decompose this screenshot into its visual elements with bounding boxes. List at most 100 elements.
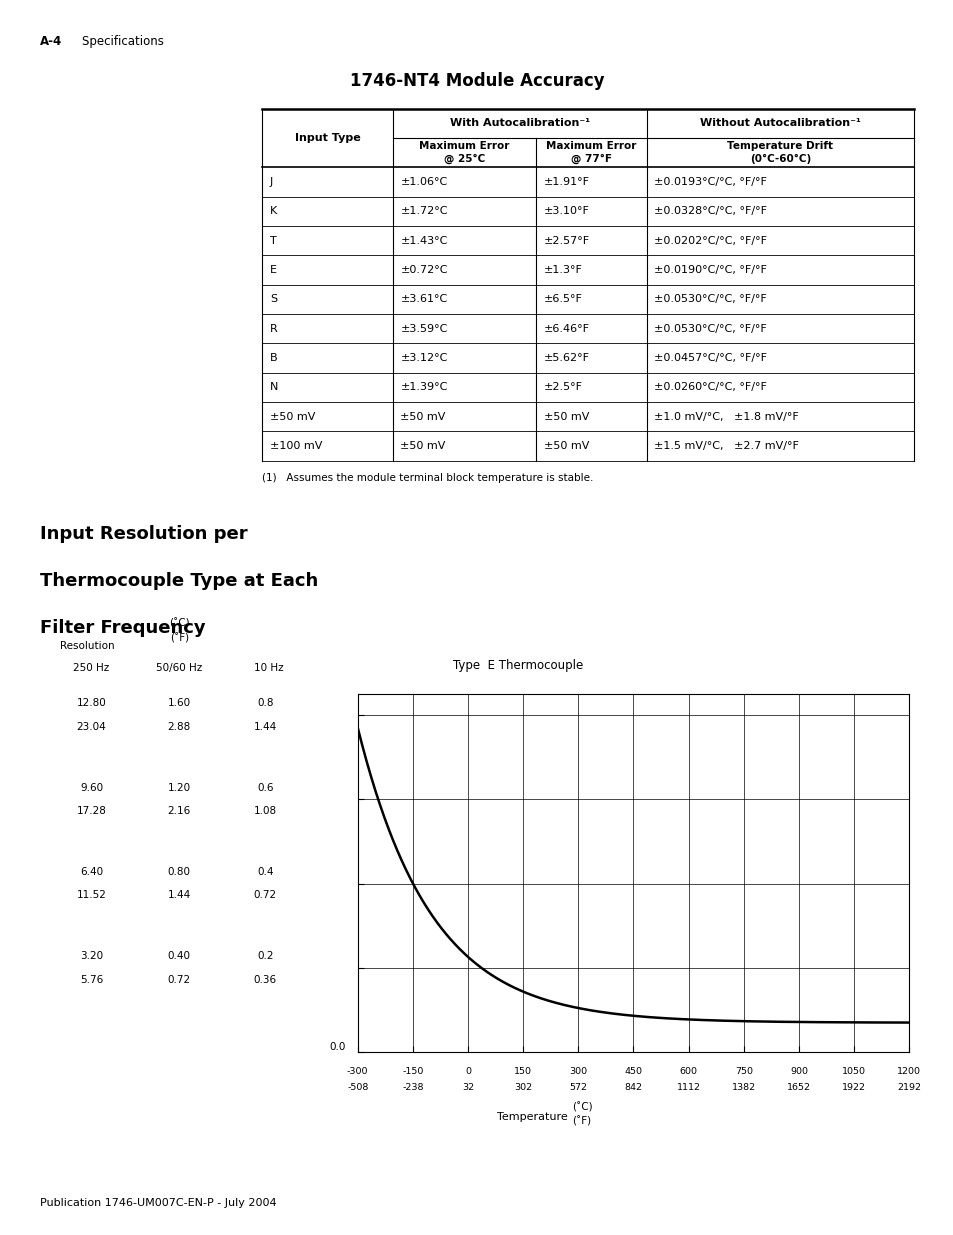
Text: Without Autocalibration⁻¹: Without Autocalibration⁻¹ (700, 119, 860, 128)
Text: 900: 900 (789, 1067, 807, 1076)
Text: ±0.0530°C/°C, °F/°F: ±0.0530°C/°C, °F/°F (654, 294, 766, 304)
Text: ±0.72°C: ±0.72°C (400, 266, 447, 275)
Text: 1652: 1652 (786, 1083, 810, 1092)
Text: Temperature Drift
(0°C-60°C): Temperature Drift (0°C-60°C) (726, 142, 833, 164)
Text: 17.28: 17.28 (76, 806, 107, 816)
Text: 5.76: 5.76 (80, 974, 103, 984)
Text: 10 Hz: 10 Hz (253, 663, 283, 673)
Text: -238: -238 (402, 1083, 423, 1092)
Text: -508: -508 (347, 1083, 368, 1092)
Text: 1050: 1050 (841, 1067, 865, 1076)
Text: 1.44: 1.44 (168, 890, 191, 900)
Text: 2192: 2192 (896, 1083, 921, 1092)
Text: ±0.0193°C/°C, °F/°F: ±0.0193°C/°C, °F/°F (654, 177, 766, 186)
Text: ±100 mV: ±100 mV (270, 441, 322, 451)
Text: ±50 mV: ±50 mV (400, 411, 445, 421)
Text: Maximum Error
@ 25°C: Maximum Error @ 25°C (418, 141, 509, 164)
Text: ±2.57°F: ±2.57°F (543, 236, 589, 246)
Text: ±1.5 mV/°C,   ±2.7 mV/°F: ±1.5 mV/°C, ±2.7 mV/°F (654, 441, 799, 451)
Text: Filter Frequency: Filter Frequency (40, 619, 206, 637)
Text: 842: 842 (624, 1083, 641, 1092)
Text: ±50 mV: ±50 mV (543, 441, 588, 451)
Text: ±1.06°C: ±1.06°C (400, 177, 447, 186)
Text: ±1.72°C: ±1.72°C (400, 206, 447, 216)
Text: -150: -150 (402, 1067, 423, 1076)
Text: 0.72: 0.72 (168, 974, 191, 984)
Text: 1.08: 1.08 (253, 806, 276, 816)
Text: 1.20: 1.20 (168, 783, 191, 793)
Text: 0.0: 0.0 (329, 1042, 345, 1052)
Text: E: E (270, 266, 276, 275)
Text: (˚C): (˚C) (572, 1102, 592, 1112)
Text: T: T (270, 236, 276, 246)
Text: 300: 300 (569, 1067, 587, 1076)
Text: 0: 0 (464, 1067, 471, 1076)
Text: Publication 1746-UM007C-EN-P - July 2004: Publication 1746-UM007C-EN-P - July 2004 (40, 1198, 276, 1208)
Text: ±3.61°C: ±3.61°C (400, 294, 447, 304)
Text: ±0.0260°C/°C, °F/°F: ±0.0260°C/°C, °F/°F (654, 383, 766, 393)
Text: J: J (270, 177, 273, 186)
Text: 9.60: 9.60 (80, 783, 103, 793)
Text: ±50 mV: ±50 mV (270, 411, 315, 421)
Text: Type  E Thermocouple: Type E Thermocouple (453, 658, 583, 672)
Text: 1.60: 1.60 (168, 698, 191, 709)
Text: ±0.0328°C/°C, °F/°F: ±0.0328°C/°C, °F/°F (654, 206, 766, 216)
Text: 600: 600 (679, 1067, 697, 1076)
Text: N: N (270, 383, 278, 393)
Text: ±1.0 mV/°C,   ±1.8 mV/°F: ±1.0 mV/°C, ±1.8 mV/°F (654, 411, 799, 421)
Text: B: B (270, 353, 277, 363)
Text: ±2.5°F: ±2.5°F (543, 383, 582, 393)
Text: 1200: 1200 (896, 1067, 921, 1076)
Text: ±6.46°F: ±6.46°F (543, 324, 589, 333)
Text: ±1.39°C: ±1.39°C (400, 383, 447, 393)
Text: Resolution: Resolution (60, 641, 114, 651)
Text: 2.16: 2.16 (168, 806, 191, 816)
Text: 12.80: 12.80 (76, 698, 107, 709)
Text: 50/60 Hz: 50/60 Hz (155, 663, 201, 673)
Text: 0.2: 0.2 (256, 951, 274, 961)
Text: ±0.0530°C/°C, °F/°F: ±0.0530°C/°C, °F/°F (654, 324, 766, 333)
Text: ±3.12°C: ±3.12°C (400, 353, 447, 363)
Text: 0.6: 0.6 (256, 783, 274, 793)
Text: -300: -300 (347, 1067, 368, 1076)
Text: ±1.91°F: ±1.91°F (543, 177, 589, 186)
Text: 0.8: 0.8 (256, 698, 274, 709)
Text: 2.88: 2.88 (168, 722, 191, 732)
Text: Thermocouple Type at Each: Thermocouple Type at Each (40, 572, 318, 590)
Text: (˚C): (˚C) (169, 619, 190, 629)
Text: (1)   Assumes the module terminal block temperature is stable.: (1) Assumes the module terminal block te… (262, 473, 593, 483)
Text: 750: 750 (734, 1067, 752, 1076)
Text: 0.40: 0.40 (168, 951, 191, 961)
Text: 1922: 1922 (841, 1083, 865, 1092)
Text: 250 Hz: 250 Hz (72, 663, 109, 673)
Text: ±3.59°C: ±3.59°C (400, 324, 447, 333)
Text: Input Resolution per: Input Resolution per (40, 525, 248, 543)
Text: ±1.3°F: ±1.3°F (543, 266, 582, 275)
Text: 0.36: 0.36 (253, 974, 276, 984)
Text: Input Type: Input Type (294, 133, 360, 143)
Text: 450: 450 (624, 1067, 641, 1076)
Text: 6.40: 6.40 (80, 867, 103, 877)
Text: ±0.0202°C/°C, °F/°F: ±0.0202°C/°C, °F/°F (654, 236, 766, 246)
Text: 32: 32 (461, 1083, 474, 1092)
Text: 11.52: 11.52 (76, 890, 107, 900)
Text: 150: 150 (514, 1067, 532, 1076)
Text: ±3.10°F: ±3.10°F (543, 206, 589, 216)
Text: ±0.0190°C/°C, °F/°F: ±0.0190°C/°C, °F/°F (654, 266, 766, 275)
Text: (˚F): (˚F) (170, 634, 189, 643)
Text: ±5.62°F: ±5.62°F (543, 353, 589, 363)
Text: ±6.5°F: ±6.5°F (543, 294, 582, 304)
Text: 0.4: 0.4 (256, 867, 274, 877)
Text: Temperature: Temperature (496, 1112, 567, 1121)
Text: R: R (270, 324, 277, 333)
Text: 1382: 1382 (731, 1083, 755, 1092)
Text: S: S (270, 294, 276, 304)
Text: Specifications: Specifications (67, 35, 164, 48)
Text: 0.72: 0.72 (253, 890, 276, 900)
Text: 1.44: 1.44 (253, 722, 276, 732)
Text: 23.04: 23.04 (76, 722, 107, 732)
Text: (˚F): (˚F) (572, 1116, 591, 1126)
Text: ±50 mV: ±50 mV (400, 441, 445, 451)
Text: ±0.0457°C/°C, °F/°F: ±0.0457°C/°C, °F/°F (654, 353, 766, 363)
Text: 302: 302 (514, 1083, 532, 1092)
